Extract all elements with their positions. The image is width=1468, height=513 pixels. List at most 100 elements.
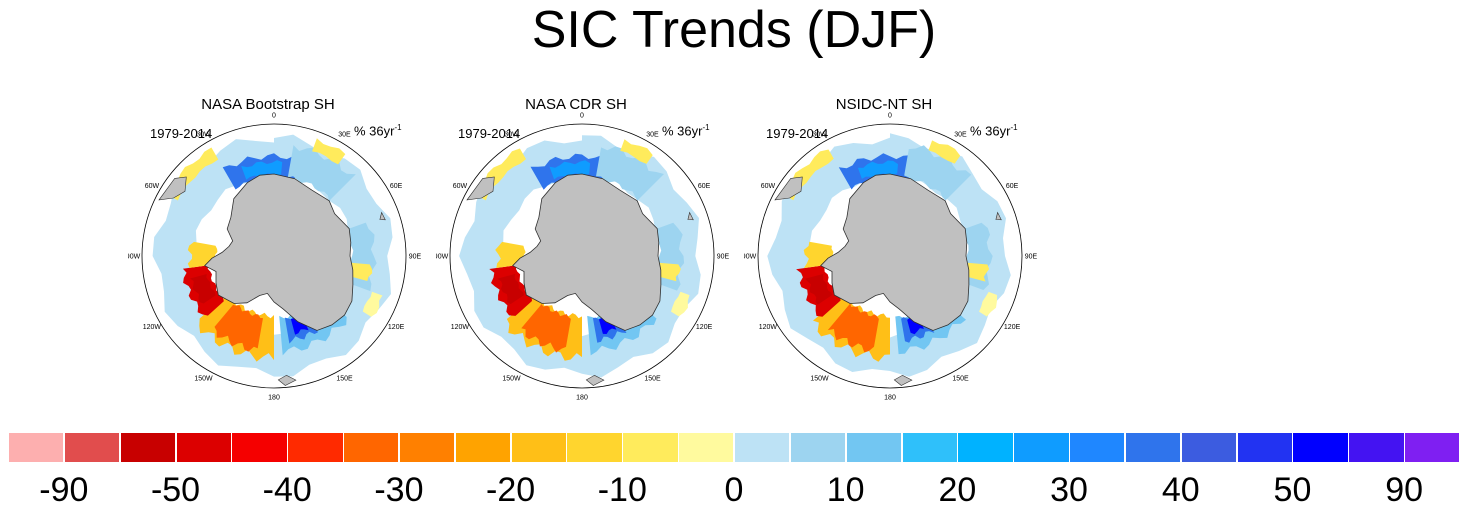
antarctica-land — [512, 173, 662, 331]
period-label: 1979-2014 — [766, 126, 829, 141]
island-land — [995, 211, 1002, 221]
trend-region — [655, 262, 681, 282]
longitude-label: 0 — [888, 113, 892, 120]
colorbar-box — [1180, 432, 1238, 463]
antarctica-land — [820, 173, 970, 331]
trend-region — [596, 146, 664, 201]
colorbar-box — [678, 432, 735, 463]
longitude-label: 120E — [1004, 324, 1021, 331]
colorbar-box — [957, 432, 1014, 463]
period-label: 1979-2014 — [458, 126, 521, 141]
colorbar-box — [63, 432, 121, 463]
longitude-label: 150W — [502, 376, 521, 383]
colorbar-tick-label: -20 — [486, 471, 536, 509]
new-zealand-land — [893, 374, 913, 386]
longitude-label: 30E — [338, 131, 351, 138]
antarctica-land — [204, 173, 354, 331]
south-america-land — [466, 176, 495, 201]
map-panel-bootstrap: 0 30E 60E 90E 120E 150E 180 150W 120W 90W 60W 30W N… — [128, 96, 428, 406]
trend-region — [521, 304, 571, 353]
colorbar-box — [1404, 432, 1461, 463]
colorbar-tick-label: 30 — [1050, 471, 1088, 509]
longitude-label: 90W — [436, 254, 449, 261]
colorbar-box — [1069, 432, 1126, 463]
trend-region — [904, 145, 972, 201]
south-america-land — [774, 176, 803, 201]
period-label: 1979-2014 — [150, 126, 213, 141]
polar-map-svg: 0 30E 60E 90E 120E 150E 180 150W 120W 90W 60W 30W — [744, 113, 1038, 402]
colorbar-box — [901, 432, 958, 463]
panel-title: NSIDC-NT SH — [835, 96, 933, 113]
trend-region — [549, 160, 591, 180]
colorbar-tick-label: 40 — [1161, 471, 1200, 509]
longitude-label: 120W — [143, 324, 162, 331]
trend-region — [620, 139, 653, 164]
map-panel-cdr: 0 30E 60E 90E 120E 150E 180 150W 120W 90W 60W 30W N… — [436, 96, 736, 406]
longitude-label: 60E — [1006, 183, 1019, 190]
colorbar-box — [622, 432, 679, 463]
colorbar-box — [287, 432, 344, 463]
map-boundary — [141, 123, 407, 389]
longitude-label: 180 — [884, 395, 896, 402]
colorbar-box — [789, 432, 847, 463]
longitude-label: 90E — [1025, 254, 1038, 261]
colorbar-tick-label: -10 — [597, 471, 647, 509]
colorbar-tick-label: -90 — [39, 471, 89, 509]
longitude-label: 30W — [504, 131, 519, 138]
longitude-label: 150E — [952, 376, 969, 383]
polar-map-svg: 0 30E 60E 90E 120E 150E 180 150W 120W 90W 60W 30W — [436, 113, 730, 402]
longitude-label: 150W — [810, 376, 829, 383]
colorbar-box — [398, 432, 456, 463]
chart-title: SIC Trends (DJF) — [531, 1, 937, 59]
longitude-label: 60E — [390, 183, 403, 190]
colorbar-tick-label: -30 — [374, 471, 424, 509]
units-label: % 36yr-1 — [970, 123, 1018, 139]
longitude-label: 150W — [194, 376, 213, 383]
colorbar-box — [1236, 432, 1293, 463]
trend-region — [928, 140, 961, 164]
colorbar-box — [119, 432, 177, 463]
longitude-label: 60W — [761, 183, 776, 190]
island-land — [379, 211, 386, 221]
colorbar-tick-label: 20 — [938, 471, 977, 509]
colorbar-tick-label: 90 — [1385, 471, 1424, 509]
units-label: % 36yr-1 — [662, 123, 710, 139]
colorbar-box — [8, 432, 65, 463]
trend-region — [287, 145, 356, 201]
colorbar-box — [454, 432, 512, 463]
longitude-label: 120E — [696, 324, 713, 331]
colorbar-box — [231, 432, 288, 463]
longitude-label: 90W — [744, 254, 757, 261]
polar-map-svg: 0 30E 60E 90E 120E 150E 180 150W 120W 90W 60W 30W — [128, 113, 422, 402]
panel-title: NASA Bootstrap SH — [201, 96, 335, 113]
colorbar-box — [175, 432, 232, 463]
longitude-label: 0 — [580, 113, 584, 120]
longitude-label: 150E — [644, 376, 661, 383]
trend-region — [497, 273, 524, 305]
trend-region — [362, 291, 383, 317]
colorbar-tick-label: 0 — [724, 471, 744, 509]
panel-title: NASA CDR SH — [525, 96, 627, 113]
trend-region — [963, 262, 990, 282]
colorbar-box — [510, 432, 567, 463]
colorbar-box — [343, 432, 400, 463]
trend-region — [241, 160, 283, 180]
longitude-label: 0 — [272, 113, 276, 120]
longitude-label: 180 — [268, 395, 280, 402]
trend-region — [190, 274, 216, 304]
colorbar-box — [566, 432, 623, 463]
island-land — [687, 211, 694, 221]
longitude-label: 120W — [451, 324, 470, 331]
trend-region — [214, 304, 263, 352]
longitude-label: 60W — [453, 183, 468, 190]
longitude-label: 90E — [409, 254, 422, 261]
colorbar-box — [845, 432, 903, 463]
longitude-label: 30E — [646, 131, 659, 138]
colorbar-box — [1124, 432, 1182, 463]
map-boundary — [757, 123, 1023, 389]
colorbar-box — [1292, 432, 1349, 463]
longitude-label: 150E — [336, 376, 353, 383]
colorbar-box — [1348, 432, 1405, 463]
longitude-label: 120W — [759, 324, 778, 331]
